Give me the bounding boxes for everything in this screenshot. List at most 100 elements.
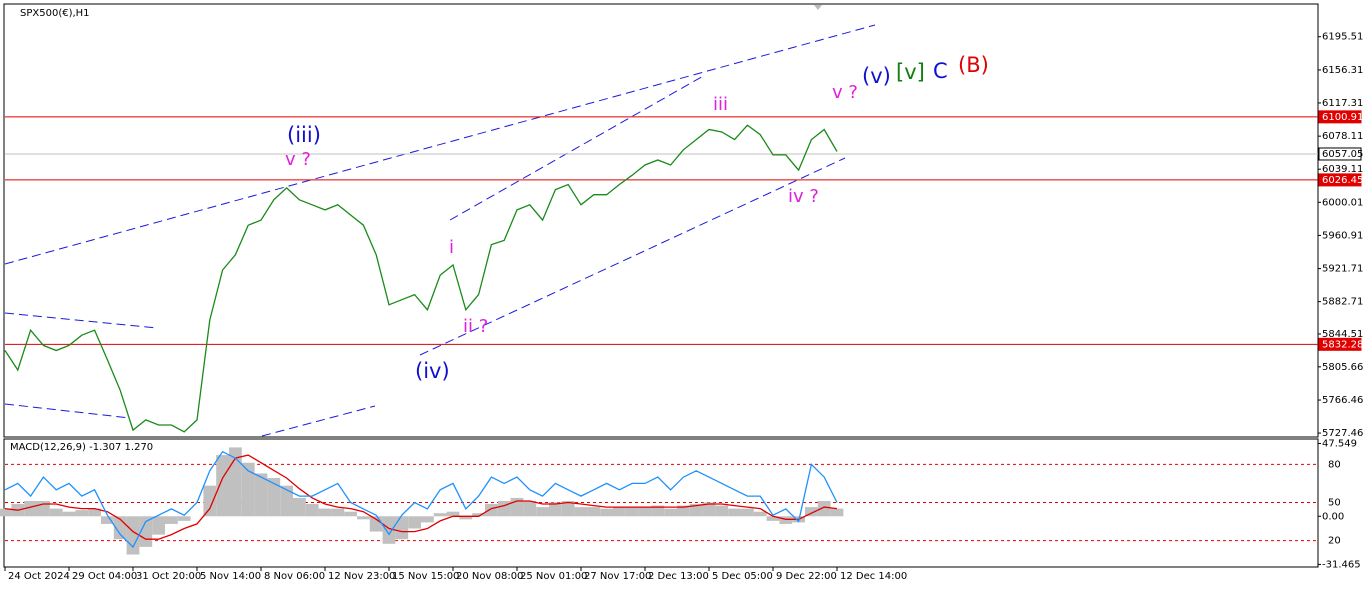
macd-bar [561, 500, 575, 517]
x-tick-label: 8 Nov 06:00 [264, 571, 325, 582]
macd-bar [446, 511, 460, 517]
y-tick-label: 6039.11 [1322, 164, 1363, 175]
shift-marker [814, 5, 822, 10]
macd-bar [523, 500, 537, 517]
wave-label: i [449, 237, 454, 258]
macd-bar [382, 516, 396, 544]
macd-bar [485, 504, 498, 517]
macd-bar [101, 516, 114, 524]
indicator-line [4, 450, 838, 549]
indicator-line [4, 454, 838, 540]
macd-bar [600, 508, 613, 517]
macd-bar [689, 504, 703, 517]
y2-tick-label: 50 [1328, 498, 1341, 509]
macd-bar [344, 511, 357, 517]
x-tick-label: 25 Nov 01:00 [520, 571, 587, 582]
macd-bar [433, 513, 447, 517]
macd-bar [587, 507, 601, 517]
macd-bar [638, 507, 652, 517]
trend-line [4, 403, 131, 419]
x-tick-label: 5 Dec 05:00 [712, 571, 773, 582]
wave-label: (iv) [415, 359, 450, 383]
macd-bar [62, 511, 76, 517]
macd-bar [395, 516, 409, 540]
macd-bar [574, 507, 588, 517]
macd-bar [625, 507, 639, 517]
macd-bar [497, 500, 511, 517]
wave-label: v ? [832, 82, 858, 103]
macd-bar [254, 473, 268, 517]
x-tick-label: 9 Dec 22:00 [776, 571, 837, 582]
price-line [4, 124, 838, 433]
y2-tick-label: 80 [1328, 459, 1341, 470]
price-label: 6057.05 [1322, 149, 1363, 160]
macd-bar [280, 485, 293, 517]
macd-bar [229, 447, 242, 517]
price-label: 6026.45 [1322, 175, 1363, 186]
y-tick-label: 6195.51 [1322, 32, 1363, 43]
macd-bar [293, 497, 306, 517]
macd-bar [779, 516, 793, 524]
chart-title: SPX500(€),H1 [20, 8, 90, 19]
y-tick-label: 6156.31 [1322, 65, 1363, 76]
price-label-box [1318, 110, 1362, 124]
macd-bar [126, 516, 140, 555]
x-tick-label: 5 Nov 14:00 [200, 571, 261, 582]
macd-bar [318, 508, 332, 517]
macd-bar [472, 513, 485, 517]
macd-bar [651, 505, 665, 517]
macd-bar [817, 500, 831, 517]
y-tick-label: 5766.46 [1322, 395, 1363, 406]
wave-label: v ? [285, 149, 311, 170]
macd-bar [0, 508, 12, 517]
price-label-box [1318, 147, 1362, 161]
x-tick-label: 2 Dec 13:00 [648, 571, 709, 582]
macd-bar [421, 516, 434, 523]
y-tick-label: 6078.11 [1322, 131, 1363, 142]
macd-bar [152, 516, 165, 535]
y-tick-label: -31.465 [1322, 559, 1361, 570]
x-tick-label: 20 Nov 08:00 [456, 571, 523, 582]
y-tick-label: 5921.71 [1322, 264, 1363, 275]
macd-bar [830, 508, 844, 517]
x-tick-label: 27 Nov 17:00 [584, 571, 651, 582]
macd-bar [715, 505, 729, 517]
x-tick-label: 31 Oct 20:00 [136, 571, 201, 582]
macd-bar [75, 510, 89, 517]
macd-bar [241, 462, 255, 517]
wave-label: (B) [958, 53, 989, 77]
macd-bar [753, 511, 767, 517]
wave-label: ii ? [463, 316, 488, 337]
macd-bar [613, 507, 626, 517]
macd-bar [408, 516, 421, 529]
macd-bar [24, 500, 37, 517]
y-tick-label: 5960.91 [1322, 230, 1363, 241]
trend-line [261, 405, 376, 437]
wave-label: [v] [896, 60, 925, 84]
macd-bar [165, 516, 178, 524]
trend-line [4, 312, 158, 329]
y-tick-label: 5882.71 [1322, 297, 1363, 308]
macd-bar [177, 516, 191, 521]
y2-tick-label: 20 [1328, 536, 1341, 547]
macd-bar [216, 455, 229, 517]
y-tick-label: 6000.01 [1322, 197, 1363, 208]
trend-line [4, 24, 876, 265]
x-tick-label: 24 Oct 2024 [8, 571, 70, 582]
macd-bar [331, 508, 345, 517]
macd-bar [805, 507, 818, 517]
macd-bar [203, 485, 217, 517]
y-tick-label: 0.00 [1322, 511, 1344, 522]
wave-label: C [933, 59, 948, 83]
price-label: 5832.28 [1322, 339, 1363, 350]
price-panel [3, 3, 1319, 438]
y-tick-label: 5727.46 [1322, 428, 1363, 439]
price-label-box [1318, 173, 1362, 187]
y-tick-label: 5844.51 [1322, 329, 1363, 340]
indicator-title: MACD(12,26,9) -1.307 1.270 [10, 442, 153, 453]
macd-bar [677, 505, 690, 517]
macd-bar [549, 502, 562, 517]
macd-bar [702, 502, 716, 517]
